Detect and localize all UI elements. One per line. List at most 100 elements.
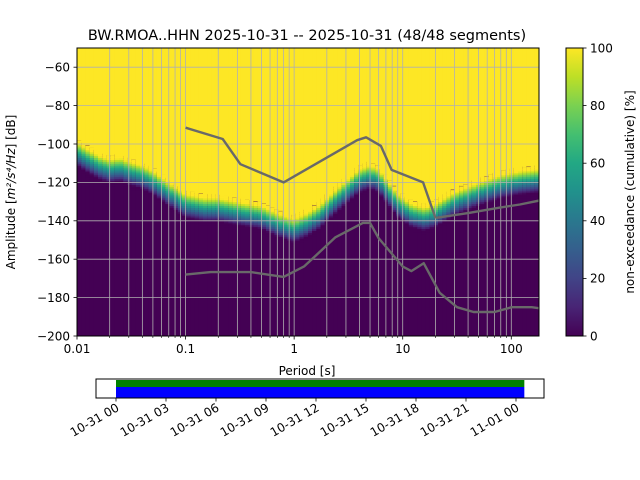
heatmap-cell <box>274 226 280 230</box>
heatmap-cell <box>522 182 527 185</box>
heatmap-cell <box>232 211 238 214</box>
heatmap-cell <box>371 162 376 336</box>
heatmap-cell <box>459 201 464 205</box>
heatmap-cell <box>358 190 364 193</box>
heatmap-cell <box>245 199 250 336</box>
heatmap-cell <box>232 222 238 226</box>
heatmap-cell <box>463 207 469 210</box>
heatmap-cell <box>278 218 284 222</box>
heatmap-cell <box>266 230 271 233</box>
heatmap-cell <box>299 230 305 233</box>
heatmap-cell <box>161 201 166 205</box>
heatmap-cell <box>173 197 179 201</box>
heatmap-cell <box>270 213 275 216</box>
heatmap-cell <box>467 193 473 197</box>
heatmap-cell <box>203 207 208 210</box>
heatmap-cell <box>110 180 116 183</box>
heatmap-cell <box>434 220 439 224</box>
heatmap-cell <box>211 205 217 208</box>
heatmap-cell <box>228 224 233 228</box>
heatmap-cell <box>455 187 460 336</box>
heatmap-cell <box>463 195 469 199</box>
heatmap-cell <box>173 183 179 336</box>
heatmap-cell <box>387 201 393 205</box>
heatmap-cell <box>186 213 191 216</box>
heatmap-cell <box>186 192 191 195</box>
heatmap-cell <box>257 207 263 210</box>
heatmap-cell <box>93 167 99 170</box>
heatmap-cell <box>392 211 397 214</box>
heatmap-cell <box>366 174 372 178</box>
heatmap-cell <box>161 197 166 201</box>
heatmap-cell <box>85 165 91 168</box>
heatmap-cell <box>207 195 212 199</box>
heatmap-cell <box>249 199 254 203</box>
heatmap-cell <box>144 178 149 182</box>
heatmap-cell <box>329 207 334 210</box>
heatmap-cell <box>119 182 124 185</box>
heatmap-cell <box>509 188 515 191</box>
heatmap-cell <box>253 200 259 336</box>
heatmap-cell <box>253 205 259 208</box>
heatmap-cell <box>341 190 347 193</box>
heatmap-cell <box>455 215 460 218</box>
x-tick-label: 100 <box>500 342 523 356</box>
heatmap-cell <box>295 215 301 218</box>
heatmap-cell <box>408 218 414 222</box>
heatmap-cell <box>253 201 259 205</box>
heatmap-cell <box>341 192 347 195</box>
heatmap-cell <box>270 234 275 237</box>
heatmap-cell <box>156 188 162 191</box>
heatmap-cell <box>497 197 502 201</box>
heatmap-cell <box>190 193 196 197</box>
heatmap-cell <box>404 205 410 208</box>
heatmap-cell <box>488 197 494 201</box>
heatmap-cell <box>366 168 372 172</box>
heatmap-cell <box>165 197 170 201</box>
heatmap-cell <box>362 184 368 187</box>
heatmap-cell <box>308 211 313 214</box>
heatmap-cell <box>379 180 385 183</box>
heatmap-cell <box>396 205 401 208</box>
heatmap-cell <box>308 207 313 210</box>
heatmap-cell <box>329 203 334 207</box>
heatmap-cell <box>81 163 86 166</box>
heatmap-cell <box>501 172 506 176</box>
heatmap-cell <box>303 226 309 230</box>
heatmap-cell <box>261 209 267 212</box>
heatmap-cell <box>135 174 141 178</box>
heatmap-cell <box>102 153 107 336</box>
heatmap-cell <box>450 193 456 197</box>
heatmap-cell <box>131 170 137 174</box>
heatmap-cell <box>404 222 410 226</box>
heatmap-cell <box>459 190 464 193</box>
heatmap-cell <box>119 174 124 178</box>
heatmap-cell <box>408 211 414 214</box>
heatmap-cell <box>501 193 506 197</box>
heatmap-cell <box>358 178 364 182</box>
heatmap-cell <box>228 215 233 218</box>
heatmap-cell <box>463 203 469 207</box>
heatmap-cell <box>329 195 334 199</box>
heatmap-cell <box>102 176 107 180</box>
heatmap-cell <box>526 48 532 167</box>
heatmap-cell <box>450 195 456 199</box>
heatmap-cell <box>177 48 183 187</box>
heatmap-cell <box>345 174 351 178</box>
heatmap-cell <box>396 215 401 218</box>
heatmap-cell <box>182 195 187 199</box>
heatmap-cell <box>417 215 422 218</box>
heatmap-cell <box>526 168 532 172</box>
heatmap-cell <box>362 167 368 170</box>
heatmap-cell <box>329 193 334 197</box>
heatmap-cell <box>198 203 204 207</box>
heatmap-cell <box>345 184 351 187</box>
heatmap-cell <box>261 216 267 220</box>
heatmap-cell <box>219 220 225 224</box>
heatmap-cell <box>375 178 380 182</box>
heatmap-cell <box>463 209 469 212</box>
heatmap-cell <box>190 195 196 199</box>
heatmap-cell <box>320 203 326 207</box>
heatmap-cell <box>77 139 82 336</box>
heatmap-cell <box>85 167 91 170</box>
